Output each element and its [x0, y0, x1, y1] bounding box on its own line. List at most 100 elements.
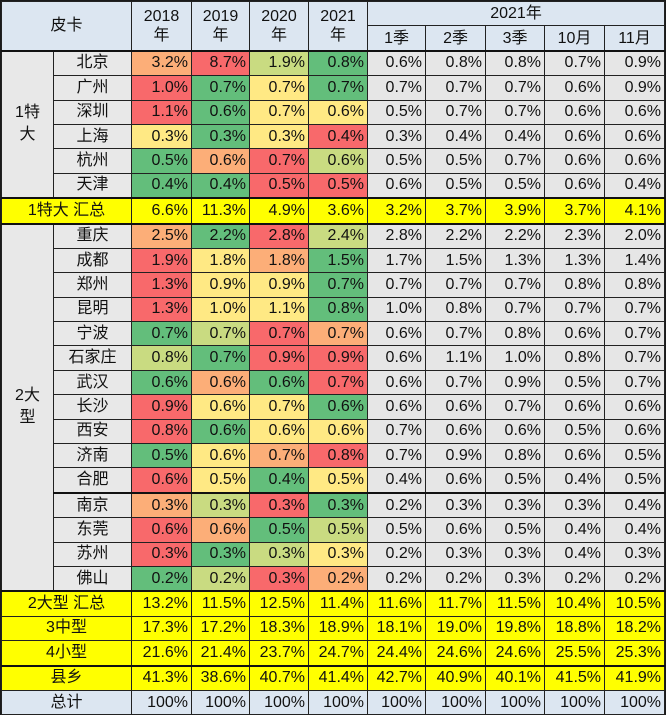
summary-cell: 21.4%: [191, 640, 251, 667]
heat-cell: 0.5%: [308, 517, 369, 543]
city-name: 杭州: [52, 148, 133, 174]
heat-cell: 0.7%: [249, 99, 310, 125]
period-cell: 0.7%: [367, 443, 427, 469]
heat-cell: 0.3%: [249, 123, 310, 150]
summary-cell: 11.4%: [308, 590, 369, 617]
period-cell: 0.4%: [367, 467, 427, 494]
summary-cell: 41.5%: [544, 664, 606, 691]
heat-cell: 0.6%: [191, 394, 251, 420]
period-cell: 0.5%: [367, 148, 427, 174]
heat-cell: 0.6%: [131, 517, 193, 543]
period-cell: 2.0%: [604, 222, 666, 249]
heat-cell: 0.8%: [308, 296, 369, 323]
table-row: 长沙 0.9% 0.6% 0.7% 0.6% 0.6% 0.6% 0.7% 0.6% 0.6%: [2, 394, 666, 420]
heat-cell: 0.7%: [249, 148, 310, 174]
total-cell: 100%: [425, 689, 487, 715]
period-cell: 0.7%: [485, 99, 546, 125]
period-cell: 0.6%: [604, 123, 666, 150]
summary-label: 3中型: [0, 615, 133, 642]
summary-row: 县乡 41.3% 38.6% 40.7% 41.4% 42.7% 40.9% 40.1% 41.…: [0, 664, 666, 691]
period-cell: 0.7%: [604, 369, 666, 396]
heat-cell: 0.7%: [249, 75, 310, 101]
heat-cell: 0.6%: [249, 418, 310, 445]
table-row: 武汉 0.6% 0.6% 0.6% 0.7% 0.6% 0.7% 0.9% 0.5% 0.7%: [2, 369, 666, 396]
period-cell: 0.7%: [367, 272, 427, 298]
summary-cell: 13.2%: [131, 590, 193, 617]
table-row: 苏州 0.3% 0.3% 0.3% 0.3% 0.2% 0.3% 0.3% 0.4% 0.3%: [2, 541, 666, 567]
city-name: 佛山: [52, 565, 133, 592]
summary-cell: 25.5%: [544, 640, 606, 667]
heat-cell: 0.8%: [131, 418, 193, 445]
city-name: 济南: [52, 443, 133, 469]
period-cell: 0.7%: [485, 272, 546, 298]
period-cell: 0.6%: [425, 467, 487, 494]
period-cell: 0.3%: [485, 541, 546, 567]
summary-label: 县乡: [0, 664, 133, 691]
summary-cell: 19.8%: [485, 615, 546, 642]
heat-cell: 1.0%: [191, 296, 251, 323]
heat-cell: 2.4%: [308, 222, 369, 249]
city-name: 石家庄: [52, 345, 133, 371]
heat-cell: 1.1%: [131, 99, 193, 125]
city-name: 宁波: [52, 321, 133, 347]
period-cell: 0.9%: [485, 369, 546, 396]
city-name: 苏州: [52, 541, 133, 567]
period-cell: 0.7%: [544, 296, 606, 323]
city-name: 长沙: [52, 394, 133, 420]
heat-cell: 1.8%: [191, 247, 251, 274]
period-cell: 0.6%: [367, 49, 427, 77]
city-name: 昆明: [52, 296, 133, 323]
table-row: 宁波 0.7% 0.7% 0.7% 0.7% 0.6% 0.7% 0.8% 0.6% 0.7%: [2, 321, 666, 347]
period-cell: 0.4%: [604, 491, 666, 519]
city-name: 广州: [52, 75, 133, 101]
period-cell: 0.6%: [425, 394, 487, 420]
summary-cell: 23.7%: [249, 640, 310, 667]
heat-cell: 0.6%: [308, 99, 369, 125]
heat-cell: 0.2%: [131, 565, 193, 592]
period-header: 2季: [425, 25, 487, 52]
table-row: 成都 1.9% 1.8% 1.8% 1.5% 1.7% 1.5% 1.3% 1.3% 1.4%: [2, 247, 666, 274]
summary-cell: 3.7%: [425, 197, 487, 225]
period-cell: 0.7%: [604, 345, 666, 371]
year-header: 2021 年: [308, 0, 369, 52]
period-cell: 0.5%: [604, 443, 666, 469]
city-name: 武汉: [52, 369, 133, 396]
period-cell: 0.7%: [485, 148, 546, 174]
group-2021-header: 2021年: [367, 0, 666, 27]
city-name: 西安: [52, 418, 133, 445]
period-cell: 0.6%: [544, 148, 606, 174]
period-cell: 0.2%: [367, 565, 427, 592]
period-cell: 0.6%: [604, 418, 666, 445]
header-row: 皮卡 2018 年 2019 年 2020 年 2021 年 2021年: [0, 0, 666, 52]
total-cell: 100%: [191, 689, 251, 715]
summary-row: 2大型 汇总 13.2% 11.5% 12.5% 11.4% 11.6% 11.7% 11.5…: [0, 590, 666, 617]
heat-cell: 0.9%: [249, 345, 310, 371]
heat-cell: 0.5%: [308, 467, 369, 494]
period-cell: 0.5%: [425, 148, 487, 174]
period-cell: 2.3%: [544, 222, 606, 249]
period-cell: 0.5%: [544, 369, 606, 396]
period-header: 3季: [485, 25, 546, 52]
tier-label-text: 1特 大: [15, 104, 40, 144]
heat-cell: 0.7%: [249, 321, 310, 347]
period-cell: 1.4%: [604, 247, 666, 274]
year-header-label: 2021 年: [320, 7, 356, 44]
period-cell: 0.6%: [544, 172, 606, 199]
heat-cell: 0.6%: [131, 369, 193, 396]
city-name: 成都: [52, 247, 133, 274]
period-cell: 0.3%: [425, 491, 487, 519]
period-cell: 0.9%: [604, 75, 666, 101]
period-cell: 0.4%: [604, 517, 666, 543]
period-cell: 0.7%: [425, 75, 487, 101]
heat-cell: 0.5%: [131, 148, 193, 174]
period-cell: 0.7%: [604, 296, 666, 323]
heat-cell: 0.7%: [249, 443, 310, 469]
period-cell: 0.5%: [604, 467, 666, 494]
heat-cell: 0.3%: [131, 541, 193, 567]
period-cell: 0.6%: [367, 321, 427, 347]
heat-cell: 0.3%: [308, 541, 369, 567]
summary-label: 1特大 汇总: [0, 197, 133, 225]
heat-cell: 0.5%: [308, 172, 369, 199]
period-cell: 2.8%: [367, 222, 427, 249]
period-cell: 0.8%: [544, 272, 606, 298]
